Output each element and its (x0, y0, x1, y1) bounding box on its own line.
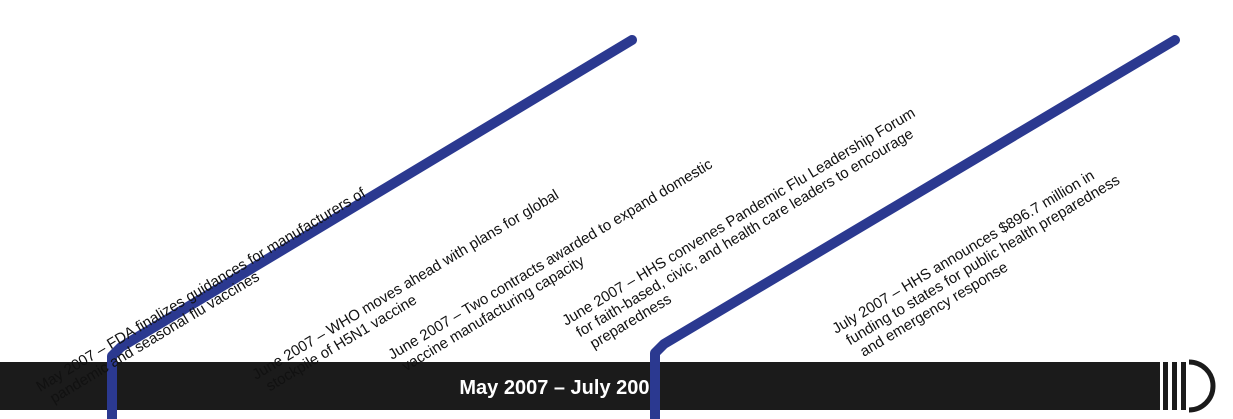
event-line: July 2007 – HHS announces $896.7 million… (829, 167, 1097, 337)
connector-line (107, 35, 637, 419)
banner-bar (0, 362, 1160, 410)
end-icon (1163, 359, 1216, 413)
event-text: July 2007 – HHS announces $896.7 million… (829, 157, 1131, 367)
event-line: funding to states for public health prep… (843, 172, 1123, 349)
banner-text: May 2007 – July 2007 (459, 377, 660, 399)
connector-line (650, 35, 1180, 419)
